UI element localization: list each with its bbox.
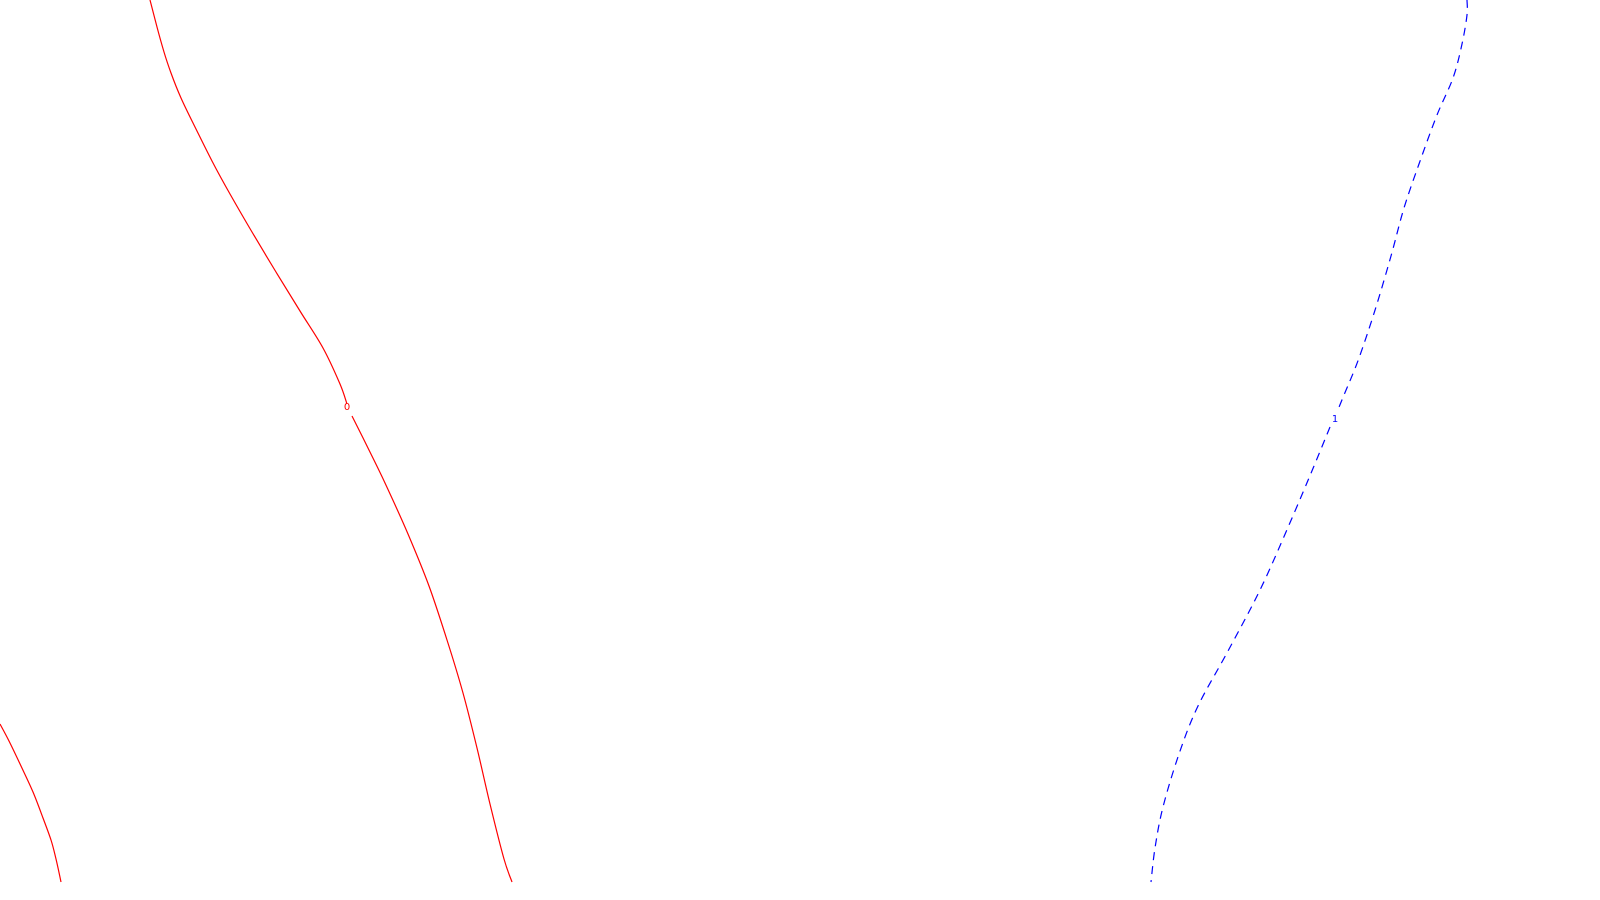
contour-line-level-0-1-segment-0 bbox=[0, 723, 62, 883]
contour-lines bbox=[0, 0, 1468, 883]
contour-line-level-1-2-segment-1 bbox=[1150, 426, 1331, 883]
contour-line-level-0-0-segment-0 bbox=[149, 0, 348, 405]
contour-label-1: 1 bbox=[1332, 414, 1338, 425]
contour-line-level-0-0-segment-1 bbox=[351, 415, 513, 883]
contour-line-level-1-2-segment-0 bbox=[1336, 0, 1468, 413]
contour-labels: 01 bbox=[344, 402, 1338, 425]
contour-label-0: 0 bbox=[344, 402, 350, 413]
